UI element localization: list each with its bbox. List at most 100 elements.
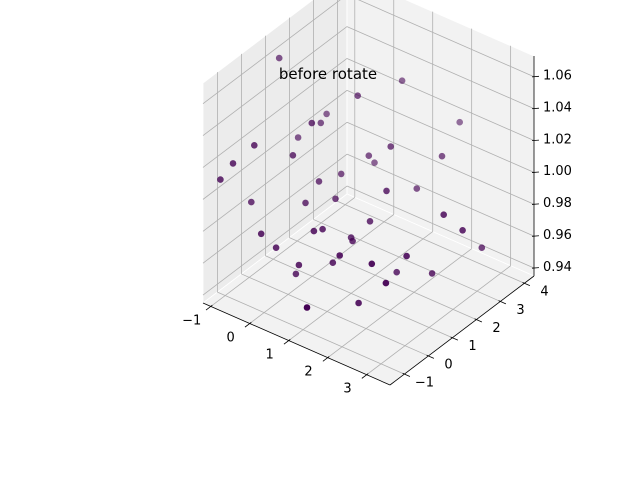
scatter-point-38 [317, 119, 325, 127]
x-tick-0 [205, 304, 213, 311]
y-grid-floor-5 [337, 200, 525, 284]
scatter-point-1 [294, 134, 302, 141]
scatter-point-14 [355, 299, 362, 307]
scatter-point-28 [308, 119, 316, 127]
scatter-point-6 [393, 268, 401, 276]
x-tick-label-1: 0 [226, 331, 234, 346]
z-grid-left-4 [202, 58, 348, 168]
scatter-point-16 [292, 270, 300, 278]
x-tick-1 [244, 321, 252, 328]
x-grid-floor-1 [249, 214, 394, 324]
z-tick-3 [531, 171, 540, 173]
scatter-point-39 [398, 77, 406, 84]
z-tick-label-5: 1.04 [543, 100, 572, 115]
z-grid-back-6 [358, 0, 535, 78]
y-tick-1 [426, 354, 435, 359]
z-grid-back-2 [346, 121, 535, 205]
x-grid-floor-4 [366, 265, 511, 376]
axes-grid [202, 0, 535, 376]
scatter-point-36 [382, 279, 390, 287]
y-tick-label-1: 0 [444, 357, 452, 372]
scatter-point-8 [456, 118, 464, 126]
scatter-point-41 [365, 152, 373, 159]
scatter-point-32 [329, 259, 337, 267]
z-tick-0 [531, 267, 540, 269]
z-grid-back-4 [346, 58, 535, 141]
y-tick-3 [474, 318, 483, 323]
scatter-point-30 [387, 143, 395, 150]
z-tick-6 [531, 75, 540, 78]
scatter-point-34 [257, 230, 265, 238]
scatter-point-26 [319, 225, 326, 233]
scatter-point-12 [403, 252, 410, 260]
z-tick-5 [531, 107, 540, 110]
x-tick-2 [283, 339, 291, 345]
y-tick-0 [402, 372, 411, 377]
y-tick-label-4: 3 [516, 303, 524, 318]
z-grid-left-5 [202, 26, 348, 136]
scatter-point-19 [217, 176, 224, 183]
x-axis-line [202, 302, 391, 386]
scatter-point-20 [251, 142, 258, 149]
z-tick-label-6: 1.06 [543, 69, 572, 84]
z-tick-label-4: 1.02 [543, 132, 572, 147]
y-grid-floor-2 [265, 255, 453, 339]
scatter-point-29 [354, 92, 362, 99]
x-grid-floor-2 [288, 231, 433, 341]
x-tick-label-0: −1 [182, 313, 201, 328]
scatter-point-2 [323, 110, 330, 118]
z-grid-back-0 [346, 185, 535, 269]
scatter-point-35 [368, 260, 376, 268]
y-tick-4 [498, 300, 507, 305]
scatter-point-13 [428, 270, 436, 277]
x-tick-label-2: 1 [265, 348, 273, 363]
y-tick-label-0: −1 [415, 375, 434, 390]
z-grid-back-1 [346, 153, 535, 237]
z-grid-left-3 [202, 90, 348, 200]
scatter-point-31 [383, 187, 390, 195]
y-tick-5 [522, 282, 531, 287]
scatter-point-15 [303, 304, 311, 311]
z-grid-back-3 [346, 90, 535, 173]
scatter-point-17 [272, 244, 280, 251]
scatter-point-18 [229, 160, 237, 167]
x-tick-4 [361, 373, 369, 379]
scatter-point-3 [337, 170, 345, 178]
z-grid-left-0 [202, 185, 348, 296]
y-tick-label-5: 4 [540, 285, 548, 300]
z-grid-left-2 [202, 121, 348, 232]
z-grid-left-6 [202, 0, 341, 105]
z-tick-label-3: 1.00 [543, 164, 572, 179]
scatter-point-40 [310, 227, 318, 235]
z-tick-1 [531, 235, 540, 237]
scatter-point-21 [248, 198, 255, 206]
scatter-point-10 [459, 227, 466, 234]
scatter-point-5 [349, 237, 356, 245]
scatter-point-9 [440, 211, 448, 218]
x-grid-floor-3 [327, 248, 472, 358]
axes-lines [202, 56, 535, 386]
scatter-point-43 [302, 199, 309, 207]
scatter-point-7 [438, 152, 446, 160]
x-tick-3 [322, 356, 330, 362]
y-grid-floor-1 [241, 273, 429, 357]
scatter-point-42 [413, 185, 421, 192]
y-tick-2 [450, 336, 459, 341]
y-grid-floor-3 [289, 237, 477, 320]
axes-ticks: −1 0 1 2 3 −1 0 1 2 3 4 0.94 0.96 0.98 1.00 1.02 1.04 1.0… [182, 69, 572, 397]
scatter-point-23 [332, 195, 339, 203]
chart-title: before rotate [279, 65, 377, 83]
z-grid-back-5 [346, 26, 535, 109]
y-tick-label-2: 1 [468, 339, 476, 354]
x-tick-label-3: 2 [304, 365, 312, 380]
scatter-point-22 [315, 178, 323, 185]
x-grid-floor-0 [210, 197, 356, 307]
scatter-point-27 [289, 152, 297, 159]
z-tick-2 [531, 203, 540, 205]
z-tick-label-0: 0.94 [543, 260, 572, 275]
scatter-point-24 [366, 218, 374, 225]
z-tick-label-2: 0.98 [543, 196, 572, 211]
scatter-point-11 [478, 244, 486, 251]
x-tick-label-4: 3 [343, 382, 351, 397]
